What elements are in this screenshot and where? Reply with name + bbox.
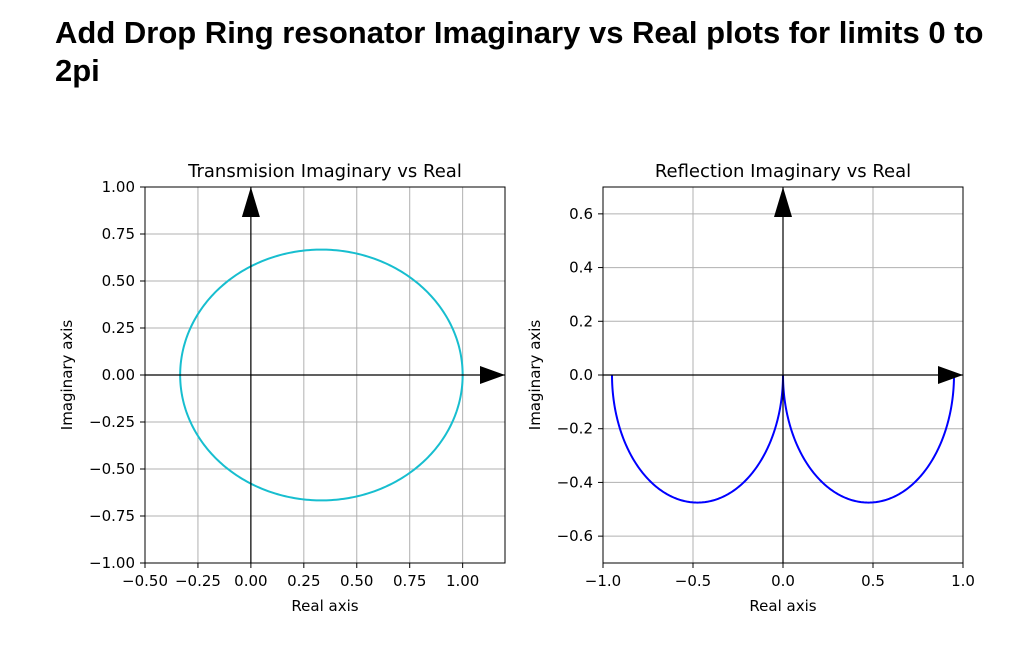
transmission-chart-title: Transmision Imaginary vs Real xyxy=(187,161,462,182)
transmission-chart: Transmision Imaginary vs Real −0.50 −0.25… xyxy=(58,161,506,615)
transmission-ytick-label: −1.00 xyxy=(89,554,135,572)
reflection-ytick-label: 0.4 xyxy=(569,259,593,277)
reflection-ytick-label: −0.4 xyxy=(557,473,593,491)
transmission-ytick-label: 0.25 xyxy=(102,319,135,337)
transmission-ytick-label: −0.50 xyxy=(89,460,135,478)
transmission-xtick-label: 1.00 xyxy=(446,572,479,590)
reflection-curves xyxy=(611,374,955,504)
reflection-ticks: −1.0 −0.5 0.0 0.5 1.0 −0.6 −0.4 −0.2 0.0 0.2 0.4 0.… xyxy=(557,205,975,590)
reflection-ylabel: Imaginary axis xyxy=(526,320,544,431)
transmission-xtick-label: −0.25 xyxy=(175,572,221,590)
transmission-ytick-label: −0.25 xyxy=(89,413,135,431)
reflection-xtick-label: 0.5 xyxy=(861,572,885,590)
transmission-xtick-label: 0.75 xyxy=(393,572,426,590)
reflection-series-line xyxy=(782,374,955,504)
transmission-ytick-label: 0.50 xyxy=(102,272,135,290)
transmission-xtick-label: 0.25 xyxy=(287,572,320,590)
transmission-xlabel: Real axis xyxy=(291,597,358,615)
reflection-xtick-label: −0.5 xyxy=(675,572,711,590)
reflection-ytick-label: 0.0 xyxy=(569,366,593,384)
reflection-y-axis-arrowhead xyxy=(774,187,792,217)
transmission-axis-arrows xyxy=(145,187,505,563)
reflection-ytick-label: 0.6 xyxy=(569,205,593,223)
reflection-x-axis-arrowhead xyxy=(938,366,963,384)
transmission-ytick-label: 1.00 xyxy=(102,178,135,196)
transmission-ticks: −0.50 −0.25 0.00 0.25 0.50 0.75 1.00 −1.00 −0.75… xyxy=(89,178,479,590)
reflection-xtick-label: 0.0 xyxy=(771,572,795,590)
transmission-xtick-label: 0.00 xyxy=(234,572,267,590)
transmission-xtick-label: −0.50 xyxy=(122,572,168,590)
reflection-ytick-label: 0.2 xyxy=(569,312,593,330)
transmission-ytick-label: 0.00 xyxy=(102,366,135,384)
reflection-series-line xyxy=(611,374,784,504)
reflection-chart: Reflection Imaginary vs Real −1.0 −0.5 0.0… xyxy=(526,161,975,615)
transmission-x-axis-arrowhead xyxy=(480,366,505,384)
transmission-ytick-label: 0.75 xyxy=(102,225,135,243)
reflection-chart-title: Reflection Imaginary vs Real xyxy=(655,161,911,182)
page-title: Add Drop Ring resonator Imaginary vs Rea… xyxy=(55,15,984,88)
reflection-xtick-label: 1.0 xyxy=(951,572,975,590)
reflection-xlabel: Real axis xyxy=(749,597,816,615)
reflection-ytick-label: −0.6 xyxy=(557,527,593,545)
reflection-xtick-label: −1.0 xyxy=(585,572,621,590)
transmission-ylabel: Imaginary axis xyxy=(58,320,76,431)
reflection-ytick-label: −0.2 xyxy=(557,420,593,438)
transmission-ytick-label: −0.75 xyxy=(89,507,135,525)
reflection-axis-arrows xyxy=(603,187,963,563)
transmission-xtick-label: 0.50 xyxy=(340,572,373,590)
transmission-y-axis-arrowhead xyxy=(241,187,260,217)
